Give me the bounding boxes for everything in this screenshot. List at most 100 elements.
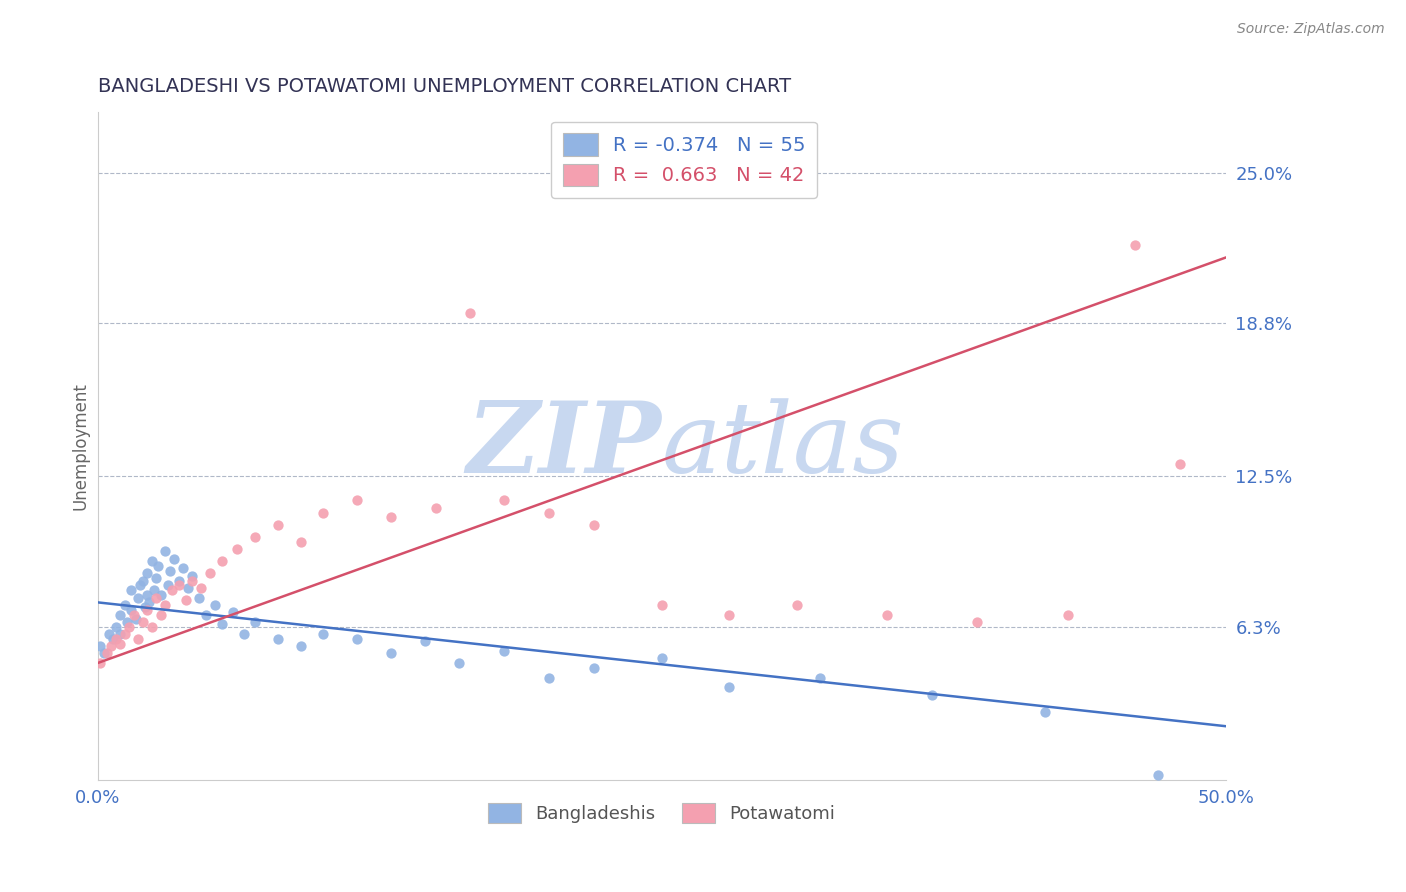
Point [204,598,226,612]
Point [290,639,312,653]
Point [312,506,335,520]
Point [145,571,167,585]
Point [921,688,943,702]
Point [145,591,167,605]
Point [108,637,131,651]
Point [134,600,156,615]
Point [114,627,136,641]
Point [786,598,808,612]
Point [127,632,149,646]
Point [447,656,470,670]
Point [160,583,183,598]
Point [651,598,673,612]
Text: atlas: atlas [662,398,904,493]
Point [226,541,249,556]
Point [167,574,190,588]
Point [129,578,152,592]
Point [148,558,170,573]
Point [233,627,256,641]
Point [155,598,177,612]
Point [380,510,402,524]
Point [167,578,190,592]
Point [190,581,212,595]
Point [718,607,741,622]
Point [114,598,136,612]
Point [808,671,831,685]
Point [267,517,290,532]
Point [537,506,560,520]
Point [100,639,122,653]
Point [138,595,160,609]
Point [127,591,149,605]
Point [966,615,988,629]
Point [413,634,436,648]
Point [131,574,153,588]
Point [118,620,141,634]
Point [380,646,402,660]
Point [1056,607,1078,622]
Point [131,615,153,629]
Point [141,554,163,568]
Point [312,627,335,641]
Y-axis label: Unemployment: Unemployment [72,382,89,509]
Point [181,574,204,588]
Point [159,564,181,578]
Point [108,607,131,622]
Point [492,644,515,658]
Point [89,656,111,670]
Point [346,632,368,646]
Point [93,646,115,660]
Point [141,620,163,634]
Point [492,493,515,508]
Point [1170,457,1192,471]
Point [177,581,200,595]
Point [156,578,179,592]
Point [245,615,267,629]
Point [120,602,142,616]
Point [245,530,267,544]
Text: BANGLADESHI VS POTAWATOMI UNEMPLOYMENT CORRELATION CHART: BANGLADESHI VS POTAWATOMI UNEMPLOYMENT C… [97,78,790,96]
Point [120,583,142,598]
Point [104,620,127,634]
Point [163,551,186,566]
Point [115,615,138,629]
Point [1147,768,1170,782]
Point [136,588,159,602]
Point [1125,238,1147,252]
Point [346,493,368,508]
Point [181,568,204,582]
Point [143,583,166,598]
Point [149,588,172,602]
Point [651,651,673,665]
Point [1033,705,1056,719]
Point [104,632,127,646]
Point [103,632,125,646]
Point [290,534,312,549]
Point [211,617,233,632]
Point [582,517,605,532]
Point [136,602,159,616]
Point [222,605,245,619]
Point [458,306,481,320]
Legend: Bangladeshis, Potawatomi: Bangladeshis, Potawatomi [481,796,842,830]
Text: Source: ZipAtlas.com: Source: ZipAtlas.com [1237,22,1385,37]
Point [172,561,194,575]
Point [96,646,118,660]
Point [267,632,290,646]
Point [211,554,233,568]
Point [194,607,217,622]
Point [537,671,560,685]
Point [108,627,131,641]
Point [136,566,159,581]
Point [149,607,172,622]
Point [582,661,605,675]
Point [200,566,222,581]
Point [122,607,145,622]
Point [188,591,211,605]
Point [718,681,741,695]
Point [97,627,120,641]
Text: ZIP: ZIP [467,398,662,494]
Point [425,500,447,515]
Point [155,544,177,558]
Point [174,593,197,607]
